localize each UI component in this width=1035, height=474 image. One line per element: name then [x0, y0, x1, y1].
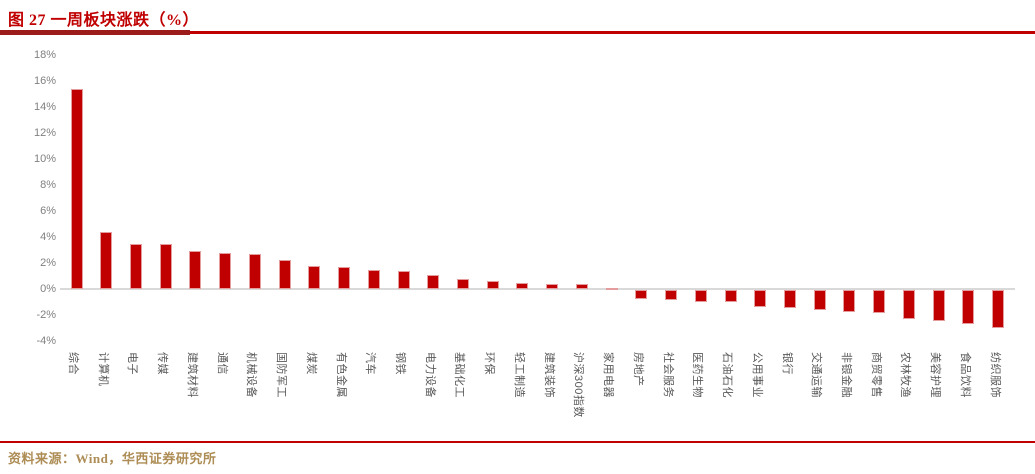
bar-环保	[486, 281, 499, 289]
category-label-食品饮料: 食品饮料	[958, 352, 971, 398]
bar-传媒	[159, 243, 172, 289]
category-label-传媒: 传媒	[156, 352, 169, 375]
bar-交通运输	[813, 290, 826, 310]
title-underline	[0, 30, 1035, 35]
category-label-计算机: 计算机	[96, 352, 109, 387]
bar-建筑材料	[189, 251, 202, 289]
title-underline-accent	[0, 30, 190, 35]
category-label-通信: 通信	[215, 352, 228, 375]
bar-计算机	[100, 231, 113, 289]
category-label-基础化工: 基础化工	[453, 352, 466, 398]
category-label-汽车: 汽车	[364, 352, 377, 375]
category-label-美容护理: 美容护理	[929, 352, 942, 398]
bar-机械设备	[248, 253, 261, 289]
bar-食品饮料	[962, 290, 975, 324]
bar-房地产	[635, 290, 648, 300]
category-label-电力设备: 电力设备	[423, 352, 436, 398]
bar-医药生物	[694, 290, 707, 302]
y-axis-tick-label: 4%	[40, 231, 56, 243]
bar-轻工制造	[516, 282, 529, 289]
y-axis-tick-label: 6%	[40, 205, 56, 217]
category-label-非银金融: 非银金融	[839, 352, 852, 398]
y-axis-tick-label: -2%	[36, 309, 56, 321]
category-label-建筑材料: 建筑材料	[185, 352, 198, 398]
bar-美容护理	[932, 290, 945, 322]
footer-divider	[0, 441, 1035, 443]
y-axis-tick-label: 18%	[33, 49, 56, 61]
y-axis-tick-label: 10%	[33, 153, 56, 165]
bar-建筑装饰	[546, 283, 559, 289]
bar-家用电器	[605, 287, 618, 290]
category-label-商贸零售: 商贸零售	[869, 352, 882, 398]
category-label-石油石化: 石油石化	[721, 352, 734, 398]
category-label-有色金属: 有色金属	[334, 352, 347, 398]
y-axis-tick-label: 8%	[40, 179, 56, 191]
bar-纺织服饰	[992, 290, 1005, 328]
category-label-轻工制造: 轻工制造	[512, 352, 525, 398]
category-label-综合: 综合	[67, 352, 79, 375]
category-label-建筑装饰: 建筑装饰	[542, 352, 555, 398]
category-label-房地产: 房地产	[631, 352, 644, 387]
category-label-农林牧渔: 农林牧渔	[899, 352, 912, 398]
bar-国防军工	[278, 260, 291, 289]
bar-公用事业	[754, 290, 767, 307]
category-label-电子: 电子	[126, 352, 139, 375]
category-label-交通运输: 交通运输	[810, 352, 823, 398]
category-label-环保: 环保	[483, 352, 496, 375]
bar-社会服务	[665, 290, 678, 301]
category-label-沪深300指数: 沪深300指数	[572, 352, 585, 418]
x-axis-baseline	[60, 288, 1015, 290]
bar-通信	[219, 252, 232, 289]
bar-非银金融	[843, 290, 856, 313]
y-axis-tick-label: 16%	[33, 75, 56, 87]
y-axis-tick-label: 2%	[40, 257, 56, 269]
bar-煤炭	[308, 265, 321, 289]
bar-农林牧渔	[902, 290, 915, 319]
category-label-社会服务: 社会服务	[661, 352, 674, 398]
figure-title: 图 27 一周板块涨跌（%）	[8, 12, 200, 29]
y-axis-tick-label: 12%	[33, 127, 56, 139]
bar-电力设备	[427, 274, 440, 289]
category-label-家用电器: 家用电器	[602, 352, 615, 398]
category-label-医药生物: 医药生物	[691, 352, 704, 398]
category-label-纺织服饰: 纺织服饰	[988, 352, 1001, 398]
bar-钢铁	[397, 270, 410, 289]
category-label-机械设备: 机械设备	[245, 352, 258, 398]
bar-基础化工	[456, 278, 469, 289]
bar-chart: 18% 16% 14% 12% 10% 8% 6% 4% 2% 0% -2% -4% 综合 计算机 电子 传媒…	[33, 49, 1015, 418]
bar-综合	[70, 88, 83, 289]
y-axis-tick-label: -4%	[36, 335, 56, 347]
bar-商贸零售	[873, 290, 886, 314]
bar-有色金属	[338, 266, 351, 289]
y-axis-tick-label: 0%	[40, 283, 56, 295]
category-label-公用事业: 公用事业	[750, 352, 763, 398]
category-label-钢铁: 钢铁	[394, 352, 407, 375]
bar-沪深300指数	[575, 283, 588, 289]
bar-电子	[129, 243, 142, 289]
bar-汽车	[367, 269, 380, 289]
source-note: 资料来源：Wind，华西证券研究所	[8, 451, 217, 466]
bar-石油石化	[724, 290, 737, 302]
category-label-国防军工: 国防军工	[275, 352, 288, 398]
bar-银行	[784, 290, 797, 309]
category-label-银行: 银行	[780, 352, 793, 375]
y-axis-tick-label: 14%	[33, 101, 56, 113]
category-label-煤炭: 煤炭	[304, 352, 317, 375]
